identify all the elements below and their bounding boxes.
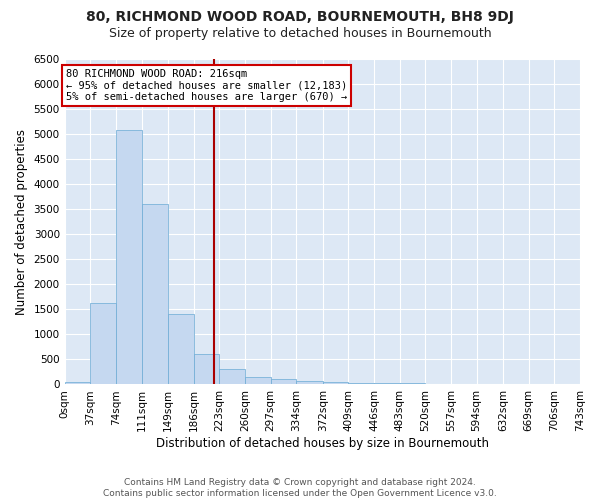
Bar [296, 381, 323, 384]
Bar [65, 382, 91, 384]
Bar [349, 383, 374, 384]
Bar [271, 380, 296, 384]
Bar [194, 354, 220, 384]
Bar [245, 377, 271, 384]
Text: 80, RICHMOND WOOD ROAD, BOURNEMOUTH, BH8 9DJ: 80, RICHMOND WOOD ROAD, BOURNEMOUTH, BH8… [86, 10, 514, 24]
Bar [168, 314, 194, 384]
Bar [142, 204, 168, 384]
Text: Contains HM Land Registry data © Crown copyright and database right 2024.
Contai: Contains HM Land Registry data © Crown c… [103, 478, 497, 498]
Text: Size of property relative to detached houses in Bournemouth: Size of property relative to detached ho… [109, 28, 491, 40]
X-axis label: Distribution of detached houses by size in Bournemouth: Distribution of detached houses by size … [156, 437, 489, 450]
Bar [323, 382, 349, 384]
Bar [91, 303, 116, 384]
Bar [220, 370, 245, 384]
Text: 80 RICHMOND WOOD ROAD: 216sqm
← 95% of detached houses are smaller (12,183)
5% o: 80 RICHMOND WOOD ROAD: 216sqm ← 95% of d… [66, 69, 347, 102]
Y-axis label: Number of detached properties: Number of detached properties [15, 128, 28, 314]
Bar [116, 130, 142, 384]
